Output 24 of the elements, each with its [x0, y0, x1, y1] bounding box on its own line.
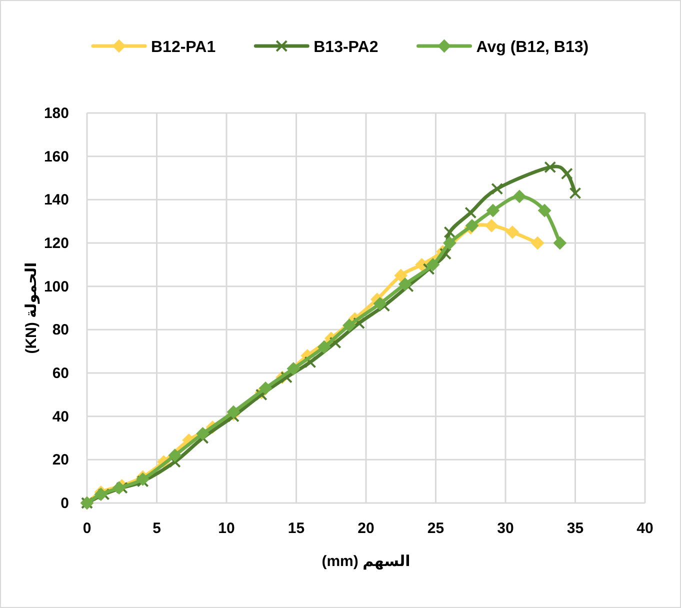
x-tick-label: 0 [82, 520, 92, 537]
x-tick-label: 25 [427, 520, 444, 537]
x-tick-label: 5 [152, 520, 161, 537]
y-tick-label: 160 [44, 148, 69, 166]
y-tick-label: 140 [44, 192, 69, 209]
x-tick-label: 40 [636, 520, 654, 537]
y-axis-title: الحمولة (KN) [23, 262, 40, 354]
y-tick-label: 40 [52, 408, 69, 426]
y-tick-label: 0 [60, 495, 69, 512]
y-tick-label: 120 [44, 235, 69, 252]
x-tick-label: 15 [288, 520, 305, 537]
legend-label: Avg (B12, B13) [476, 39, 589, 56]
legend-label: B13-PA2 [314, 39, 378, 56]
x-tick-label: 35 [566, 520, 584, 537]
y-tick-label: 100 [44, 278, 69, 296]
x-tick-label: 20 [358, 520, 374, 537]
x-tick-label: 10 [218, 520, 235, 537]
x-axis-title: السهم (mm) [322, 553, 410, 570]
x-tick-label: 30 [497, 520, 514, 537]
y-tick-label: 60 [52, 365, 69, 382]
y-tick-label: 20 [52, 452, 69, 469]
legend-label: B12-PA1 [151, 39, 216, 56]
y-tick-label: 80 [52, 322, 69, 339]
y-tick-label: 180 [44, 105, 69, 122]
